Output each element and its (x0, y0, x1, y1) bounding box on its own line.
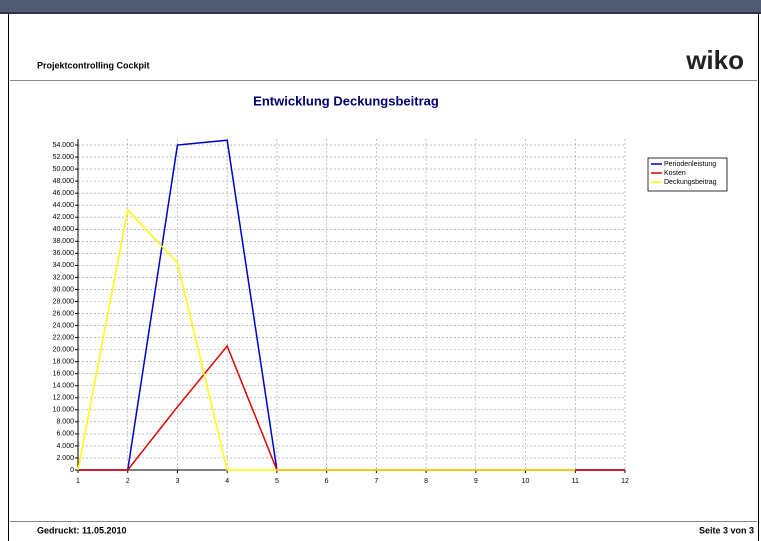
y-tick-label: 12.000 (53, 395, 75, 402)
y-tick-label: 26.000 (53, 310, 75, 317)
x-tick-label: 7 (374, 478, 378, 485)
y-tick-label: 32.000 (53, 274, 75, 281)
y-tick-label: 6.000 (56, 431, 74, 438)
y-tick-label: 40.000 (53, 226, 75, 233)
x-tick-label: 12 (621, 478, 629, 485)
y-tick-label: 16.000 (53, 371, 75, 378)
y-tick-label: 42.000 (53, 214, 75, 221)
x-tick-label: 8 (424, 478, 428, 485)
y-tick-label: 44.000 (53, 202, 75, 209)
y-tick-label: 0 (70, 467, 74, 474)
chart-title: Entwicklung Deckungsbeitrag (253, 93, 439, 108)
x-tick-label: 5 (275, 478, 279, 485)
series-line (78, 139, 625, 471)
legend-label: Deckungsbeitrag (664, 179, 717, 186)
header-title: Projektcontrolling Cockpit (37, 60, 150, 70)
y-tick-label: 28.000 (53, 298, 75, 305)
y-tick-label: 10.000 (53, 407, 75, 414)
y-tick-label: 8.000 (56, 419, 74, 426)
x-tick-label: 4 (225, 478, 229, 485)
legend-label: Periodenleistung (664, 161, 716, 168)
y-tick-label: 4.000 (56, 443, 74, 450)
y-tick-label: 34.000 (53, 262, 75, 269)
y-tick-label: 52.000 (53, 154, 75, 161)
y-tick-label: 20.000 (53, 346, 75, 353)
x-tick-label: 6 (325, 478, 329, 485)
y-tick-label: 22.000 (53, 334, 75, 341)
footer-printed: Gedruckt: 11.05.2010 (37, 525, 127, 535)
footer-page: Seite 3 von 3 (699, 525, 754, 535)
y-tick-label: 24.000 (53, 322, 75, 329)
x-tick-label: 9 (474, 478, 478, 485)
y-tick-label: 36.000 (53, 250, 75, 257)
legend-label: Kosten (664, 170, 686, 177)
y-tick-label: 14.000 (53, 383, 75, 390)
top-bar-edge (0, 12, 761, 14)
x-tick-label: 11 (572, 478, 579, 485)
logo: wiko (685, 45, 744, 75)
top-bar (0, 0, 761, 14)
y-tick-label: 48.000 (53, 178, 75, 185)
series-line (77, 208, 576, 471)
y-tick-label: 2.000 (56, 455, 74, 462)
y-tick-label: 18.000 (53, 359, 75, 366)
x-tick-label: 2 (126, 478, 130, 485)
x-tick-label: 3 (176, 478, 180, 485)
x-tick-label: 10 (522, 478, 530, 485)
y-tick-label: 46.000 (53, 190, 75, 197)
y-tick-label: 30.000 (53, 286, 75, 293)
y-tick-label: 50.000 (53, 166, 75, 173)
x-tick-label: 1 (76, 478, 80, 485)
y-tick-label: 38.000 (53, 238, 75, 245)
series-line (78, 344, 625, 471)
y-tick-label: 54.000 (53, 142, 75, 149)
